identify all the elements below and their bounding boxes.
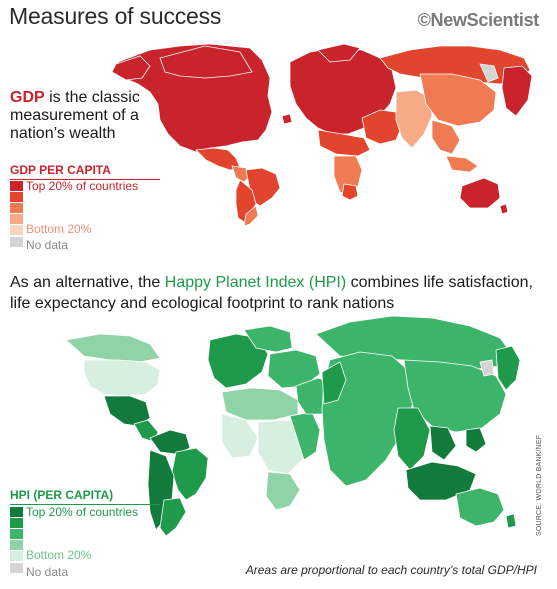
hpi-region-africa-north bbox=[221, 387, 299, 421]
gdp-region-scandinavia bbox=[317, 43, 361, 63]
gdp-legend-swatches bbox=[10, 181, 23, 248]
hpi-region-colombia-venezuela bbox=[149, 429, 191, 455]
gdp-region-alaska bbox=[111, 55, 151, 81]
hpi-region-australia bbox=[455, 487, 505, 527]
gdp-legend-title: GDP PER CAPITA bbox=[10, 163, 111, 177]
brand-logo: ©NewScientist bbox=[417, 10, 540, 30]
gdp-region-middle-east bbox=[361, 109, 403, 145]
hpi-region-china bbox=[403, 359, 507, 433]
hpi-intro-before: As an alternative, the bbox=[10, 274, 165, 291]
hpi-highlight: Happy Planet Index (HPI) bbox=[164, 274, 347, 291]
hpi-region-vietnam bbox=[429, 425, 457, 461]
hpi-region-europe-north bbox=[243, 325, 293, 353]
hpi-legend-bottom-label: Bottom 20% bbox=[26, 548, 92, 562]
hpi-legend-title: HPI (PER CAPITA) bbox=[10, 488, 114, 502]
hpi-region-indonesia bbox=[405, 461, 477, 501]
gdp-highlight: GDP bbox=[10, 89, 45, 106]
gdp-region-islands bbox=[281, 113, 293, 125]
hpi-legend: HPI (PER CAPITA) bbox=[10, 488, 160, 509]
hpi-region-africa-south bbox=[265, 471, 301, 511]
hpi-swatch-3 bbox=[10, 529, 23, 539]
hpi-region-pakistan bbox=[321, 361, 347, 405]
page-title: Measures of success bbox=[9, 3, 222, 29]
hpi-swatch-4 bbox=[10, 540, 23, 550]
gdp-swatch-1 bbox=[10, 181, 23, 191]
gdp-region-indonesia bbox=[445, 155, 479, 173]
gdp-region-no-data-asia bbox=[479, 63, 499, 83]
hpi-swatch-5 bbox=[10, 551, 23, 561]
hpi-swatch-1 bbox=[10, 507, 23, 517]
gdp-swatch-2 bbox=[10, 192, 23, 202]
hpi-region-africa-west bbox=[221, 413, 259, 459]
gdp-region-india bbox=[395, 89, 433, 149]
hpi-swatch-2 bbox=[10, 518, 23, 528]
source-credit: SOURCE: WORLD BANK/NEF bbox=[536, 434, 543, 536]
gdp-legend-rule bbox=[10, 179, 160, 180]
gdp-region-south-africa bbox=[341, 183, 359, 201]
hpi-region-japan bbox=[495, 345, 521, 391]
hpi-region-brazil bbox=[171, 447, 209, 501]
hpi-legend-nodata-label: No data bbox=[26, 565, 69, 579]
gdp-swatch-3 bbox=[10, 203, 23, 213]
gdp-region-africa-north bbox=[317, 129, 371, 157]
gdp-region-central-america bbox=[231, 165, 251, 183]
gdp-intro-text: GDP is the classic measurement of a nati… bbox=[10, 89, 170, 143]
hpi-region-europe-west bbox=[207, 333, 269, 389]
hpi-region-canada bbox=[65, 333, 161, 363]
gdp-legend-nodata-label: No data bbox=[26, 238, 69, 252]
hpi-intro-after: combines life satisfaction, life expecta… bbox=[10, 274, 533, 312]
gdp-region-southeast-asia bbox=[431, 119, 461, 155]
gdp-region-southern-cone bbox=[243, 205, 259, 227]
hpi-legend-rule bbox=[10, 504, 160, 505]
gdp-legend-top-label: Top 20% of countries bbox=[26, 179, 139, 193]
hpi-region-philippines bbox=[465, 427, 487, 453]
gdp-swatch-4 bbox=[10, 214, 23, 224]
gdp-swatch-nodata bbox=[10, 237, 23, 247]
gdp-intro-body: is the classic measurement of a nation’s… bbox=[10, 89, 140, 142]
hpi-region-argentina bbox=[159, 497, 187, 537]
gdp-swatch-5 bbox=[10, 225, 23, 235]
hpi-region-south-asia bbox=[321, 351, 415, 487]
hpi-legend-top-label: Top 20% of countries bbox=[26, 505, 139, 519]
hpi-region-new-zealand bbox=[505, 513, 517, 529]
hpi-swatch-nodata bbox=[10, 563, 23, 573]
gdp-region-japan bbox=[501, 65, 533, 117]
hpi-region-usa bbox=[83, 359, 161, 397]
gdp-region-australia bbox=[459, 177, 501, 209]
gdp-region-china bbox=[419, 73, 497, 127]
hpi-region-no-data-asia bbox=[479, 359, 495, 377]
gdp-legend-bottom-label: Bottom 20% bbox=[26, 222, 92, 236]
hpi-intro-text: As an alternative, the Happy Planet Inde… bbox=[10, 272, 550, 314]
footnote: Areas are proportional to each country’s… bbox=[245, 563, 537, 577]
gdp-region-canada bbox=[159, 45, 253, 79]
hpi-legend-swatches bbox=[10, 507, 23, 574]
gdp-region-new-zealand bbox=[499, 203, 509, 215]
gdp-legend: GDP PER CAPITA bbox=[10, 163, 160, 184]
hpi-region-southeast-asia bbox=[393, 407, 431, 471]
